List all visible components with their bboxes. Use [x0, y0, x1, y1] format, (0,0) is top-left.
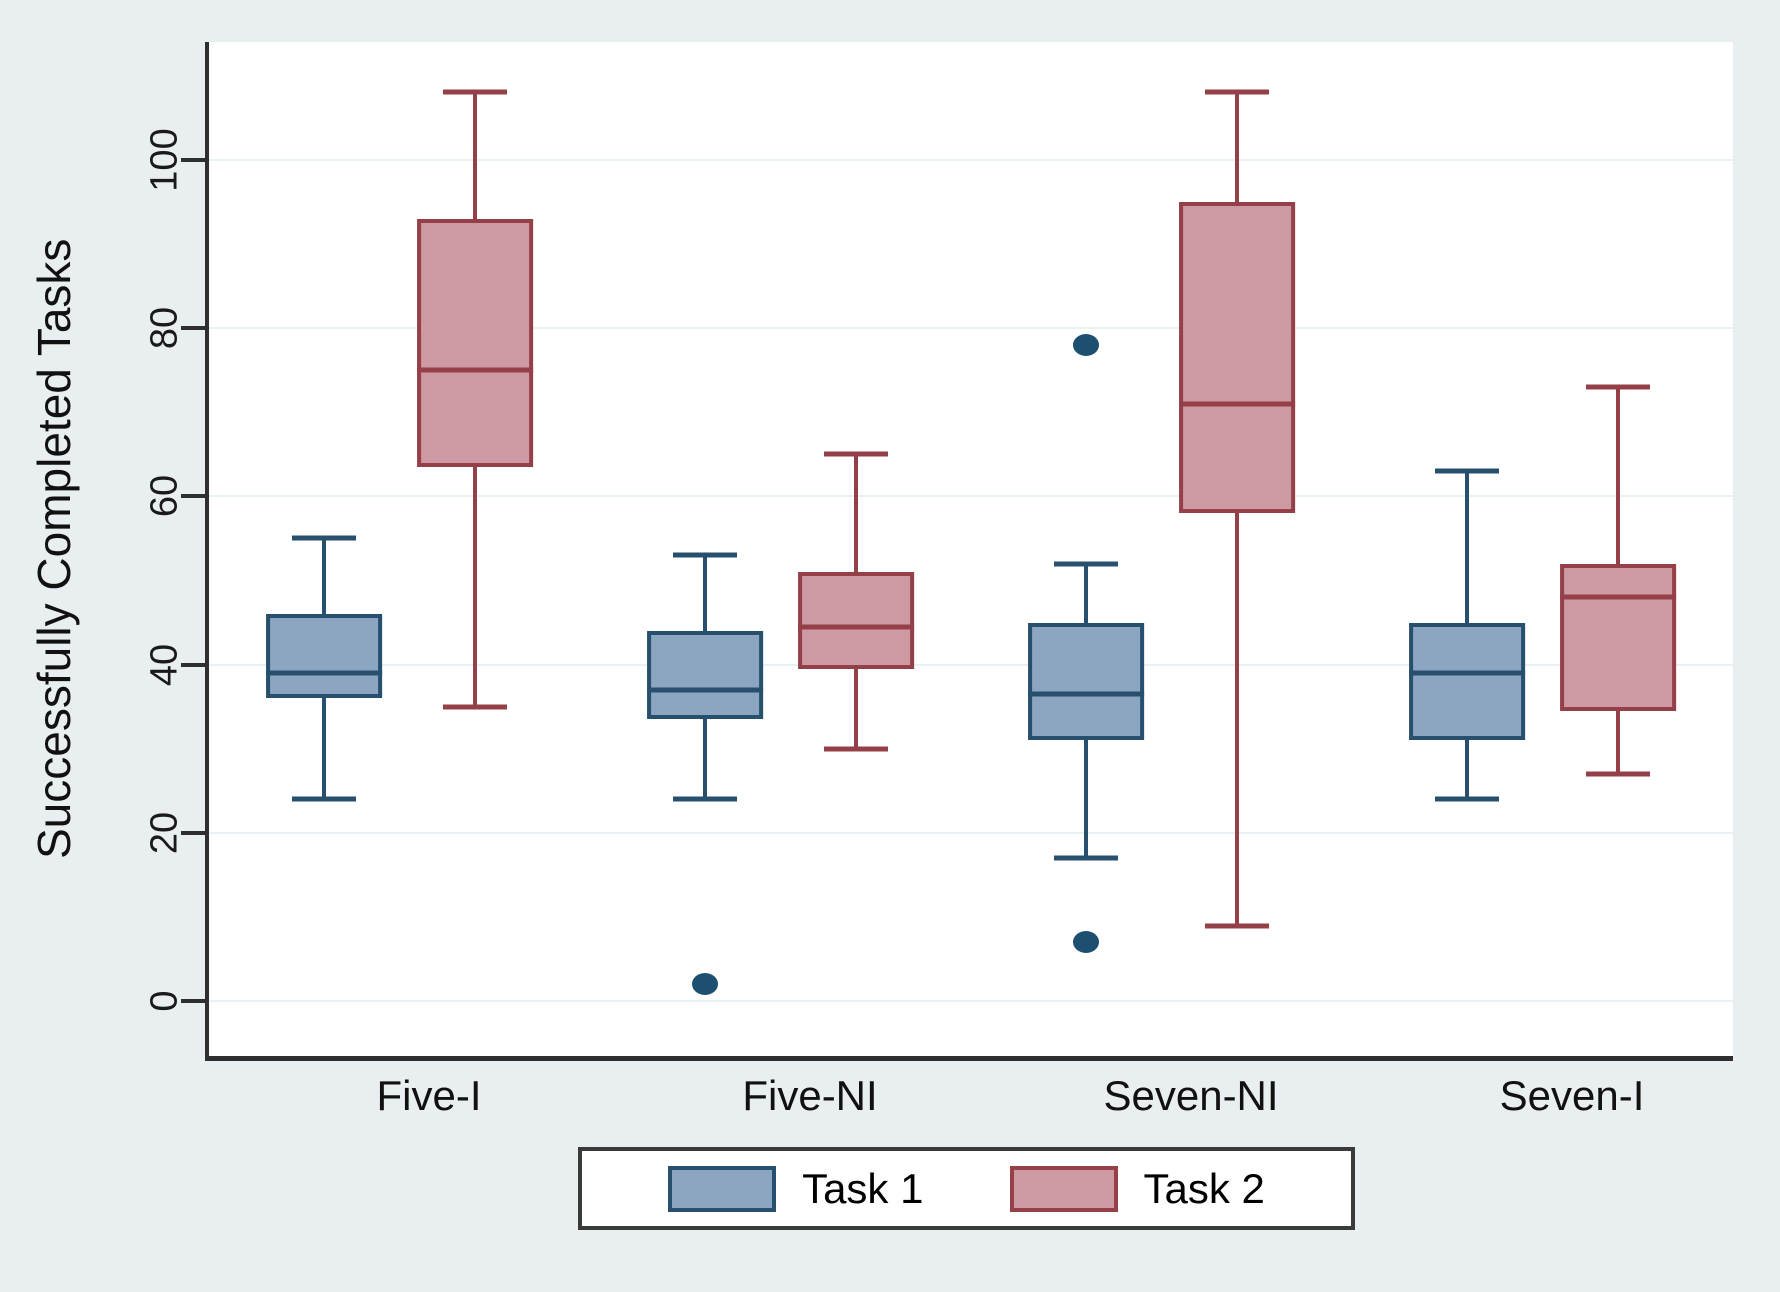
gridline-20	[209, 832, 1733, 834]
median-task1-seven-ni	[1028, 691, 1144, 697]
y-tick-label-text-0: 0	[143, 990, 186, 1012]
whisker-cap-high-task1-five-i	[292, 535, 357, 541]
legend-swatch-task2	[1009, 1165, 1118, 1212]
y-tick-label-text-60: 60	[143, 475, 186, 518]
y-tick-label-text-40: 40	[143, 643, 186, 686]
legend: Task 1 Task 2	[578, 1147, 1355, 1230]
y-tick-mark-40	[181, 662, 205, 667]
y-tick-mark-20	[181, 831, 205, 835]
whisker-cap-low-task2-seven-i	[1585, 771, 1650, 777]
gridline-40	[209, 663, 1733, 666]
x-axis-label-five-ni: Five-NI	[742, 1072, 878, 1119]
whisker-upper-task2-seven-ni	[1234, 92, 1239, 202]
whisker-cap-high-task2-seven-i	[1585, 384, 1650, 390]
y-tick-label-text-20: 20	[143, 811, 186, 855]
whisker-cap-low-task2-five-i	[442, 704, 507, 710]
outlier-task1-five-ni-0	[692, 973, 719, 996]
whisker-cap-low-task1-five-ni	[673, 796, 738, 802]
outlier-task1-seven-ni-1	[1073, 931, 1100, 954]
box-task2-five-ni	[798, 572, 914, 669]
box-task2-five-i	[417, 218, 533, 467]
box-task1-five-ni	[647, 631, 763, 720]
y-tick-mark-0	[181, 999, 205, 1004]
gridline-100	[209, 158, 1733, 161]
whisker-cap-high-task1-seven-ni	[1054, 561, 1119, 567]
median-task1-five-ni	[647, 687, 763, 693]
median-task2-seven-i	[1560, 594, 1676, 600]
whisker-cap-high-task1-seven-i	[1435, 468, 1500, 474]
whisker-cap-high-task2-seven-ni	[1204, 89, 1269, 95]
whisker-lower-task1-seven-ni	[1084, 740, 1089, 859]
box-task1-five-i	[266, 614, 382, 699]
whisker-cap-high-task2-five-i	[442, 89, 507, 95]
whisker-lower-task1-five-i	[322, 698, 327, 800]
whisker-lower-task1-seven-i	[1465, 740, 1470, 800]
whisker-upper-task1-seven-i	[1465, 471, 1470, 623]
legend-label-task2: Task 2	[1143, 1164, 1265, 1212]
whisker-cap-low-task1-seven-ni	[1054, 855, 1119, 861]
median-task1-seven-i	[1409, 670, 1525, 676]
plot-area	[205, 42, 1733, 1061]
whisker-cap-low-task1-five-i	[292, 796, 357, 802]
whisker-cap-low-task2-seven-ni	[1204, 923, 1269, 929]
whisker-upper-task2-seven-i	[1615, 387, 1620, 564]
box-task2-seven-ni	[1179, 201, 1295, 514]
whisker-cap-high-task2-five-ni	[823, 451, 888, 457]
whisker-upper-task1-five-i	[322, 538, 327, 615]
box-task1-seven-ni	[1028, 622, 1144, 741]
median-task2-five-i	[417, 367, 533, 373]
median-task2-five-ni	[798, 624, 914, 630]
gridline-0	[209, 1000, 1733, 1003]
whisker-upper-task2-five-ni	[853, 454, 858, 573]
whisker-cap-low-task1-seven-i	[1435, 796, 1500, 802]
whisker-lower-task2-five-ni	[853, 668, 858, 749]
legend-swatch-task1	[668, 1165, 777, 1212]
whisker-lower-task2-seven-ni	[1234, 513, 1239, 926]
outlier-task1-seven-ni-0	[1073, 333, 1100, 356]
x-axis: Five-I Five-NI Seven-NI Seven-I	[205, 1072, 1729, 1132]
y-tick-mark-60	[181, 494, 205, 499]
whisker-upper-task1-seven-ni	[1084, 563, 1089, 623]
whisker-lower-task2-five-i	[472, 466, 477, 707]
whisker-cap-high-task1-five-ni	[673, 552, 738, 558]
whisker-lower-task2-seven-i	[1615, 710, 1620, 775]
y-axis: 0 20 40 60 80 100	[139, 42, 205, 1056]
y-tick-label-text-100: 100	[143, 128, 186, 192]
x-axis-label-five-i: Five-I	[376, 1072, 482, 1119]
gridline-60	[209, 495, 1733, 498]
legend-entry-task1: Task 1	[668, 1165, 923, 1213]
gridline-80	[209, 327, 1733, 330]
box-task1-seven-i	[1409, 622, 1525, 741]
y-axis-title: Successfully Completed Tasks	[28, 238, 80, 860]
box-task2-seven-i	[1560, 563, 1676, 711]
x-axis-label-seven-i: Seven-I	[1499, 1072, 1645, 1119]
x-axis-label-seven-ni: Seven-NI	[1103, 1072, 1279, 1119]
whisker-upper-task2-five-i	[472, 92, 477, 219]
median-task1-five-i	[266, 670, 382, 676]
y-tick-mark-80	[181, 326, 205, 331]
y-tick-label-text-80: 80	[143, 306, 186, 350]
whisker-lower-task1-five-ni	[703, 719, 708, 800]
legend-entry-task2: Task 2	[1009, 1164, 1265, 1213]
whisker-cap-low-task2-five-ni	[823, 746, 888, 752]
median-task2-seven-ni	[1179, 401, 1295, 407]
legend-label-task1: Task 1	[802, 1164, 924, 1212]
whisker-upper-task1-five-ni	[703, 555, 708, 632]
y-tick-mark-100	[181, 157, 205, 162]
